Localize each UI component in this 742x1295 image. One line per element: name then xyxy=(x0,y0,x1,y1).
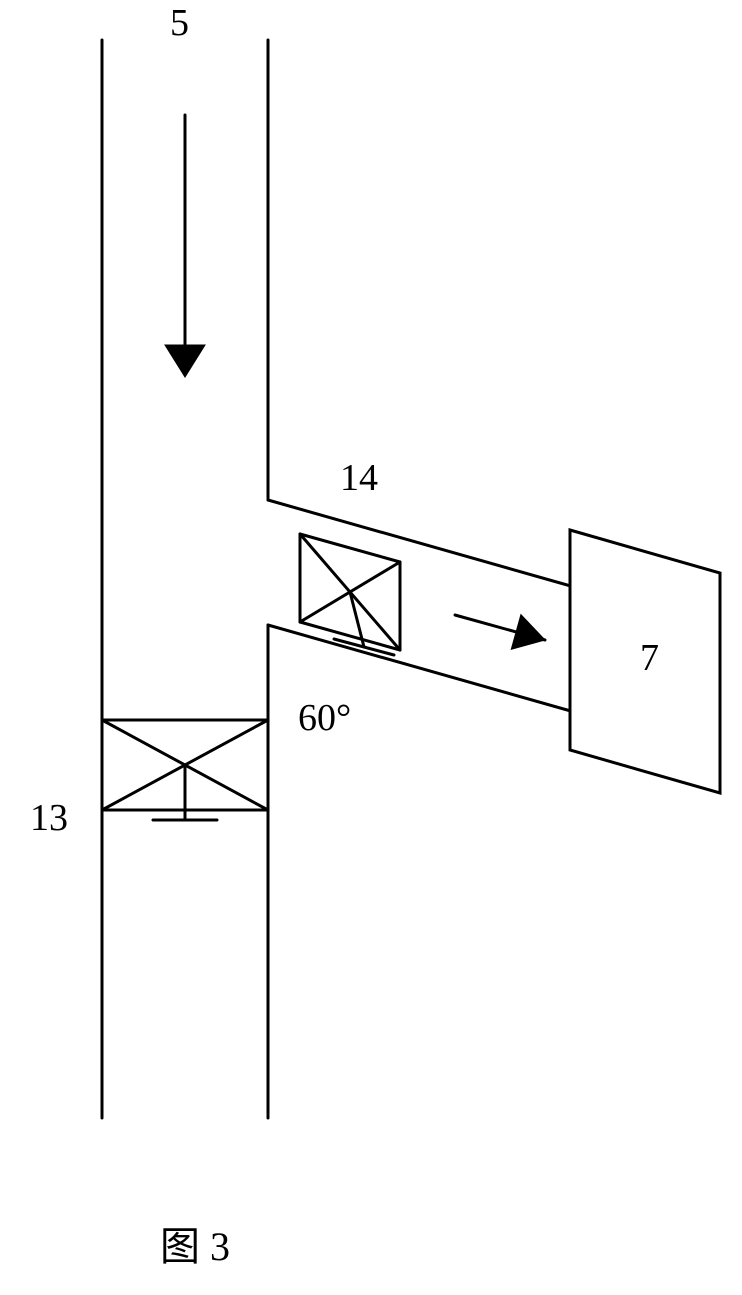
label-14: 14 xyxy=(340,457,378,499)
label-5: 5 xyxy=(170,2,189,44)
valve-branch-top xyxy=(300,534,400,562)
arrow-down-head xyxy=(165,345,205,377)
label-angle: 60° xyxy=(298,697,351,739)
diagram-canvas: 5 13 14 60° 7 图 3 xyxy=(0,0,742,1295)
valve-branch-bottom xyxy=(300,622,400,650)
caption: 图 3 xyxy=(160,1224,230,1269)
label-7: 7 xyxy=(640,637,659,679)
arrow-branch-head xyxy=(511,615,545,650)
label-13: 13 xyxy=(30,797,68,839)
branch-top-wall xyxy=(268,500,620,600)
